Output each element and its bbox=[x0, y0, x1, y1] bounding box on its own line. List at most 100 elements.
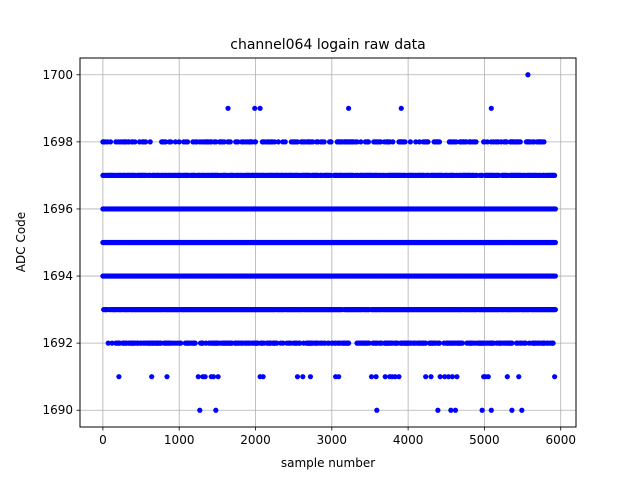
data-point bbox=[449, 374, 455, 380]
data-point bbox=[116, 374, 122, 380]
x-tick-label: 2000 bbox=[240, 433, 271, 447]
data-point bbox=[365, 139, 372, 145]
data-point bbox=[423, 374, 429, 380]
data-point bbox=[517, 139, 523, 145]
data-point bbox=[294, 374, 301, 380]
data-point bbox=[346, 105, 352, 111]
data-point bbox=[252, 139, 259, 145]
data-point bbox=[213, 139, 219, 145]
data-point bbox=[210, 374, 217, 380]
data-point bbox=[453, 139, 459, 145]
data-point bbox=[473, 139, 479, 145]
data-point bbox=[552, 374, 558, 380]
data-point bbox=[445, 374, 452, 380]
data-point bbox=[366, 340, 372, 346]
x-tick-label: 3000 bbox=[317, 433, 348, 447]
y-tick-label: 1692 bbox=[42, 336, 73, 350]
data-point bbox=[176, 139, 182, 145]
data-point bbox=[202, 374, 208, 380]
x-tick-label: 0 bbox=[99, 433, 107, 447]
data-point bbox=[378, 139, 384, 145]
data-point bbox=[519, 407, 525, 413]
data-point bbox=[310, 139, 316, 145]
data-point bbox=[274, 340, 280, 346]
y-axis-label: ADC Code bbox=[14, 212, 28, 272]
data-point bbox=[354, 139, 360, 145]
data-point bbox=[488, 407, 494, 413]
data-point bbox=[147, 139, 153, 145]
data-point bbox=[257, 105, 263, 111]
data-point bbox=[297, 340, 303, 346]
y-tick-label: 1694 bbox=[42, 269, 73, 283]
data-point bbox=[162, 139, 169, 145]
data-point bbox=[437, 374, 443, 380]
data-point bbox=[396, 374, 402, 380]
data-point bbox=[227, 139, 233, 145]
data-point bbox=[221, 139, 227, 145]
x-tick-label: 1000 bbox=[164, 433, 195, 447]
data-point bbox=[552, 306, 558, 313]
data-point bbox=[407, 139, 414, 145]
data-point bbox=[260, 374, 266, 380]
data-point bbox=[525, 72, 531, 78]
data-point bbox=[435, 407, 441, 413]
data-point bbox=[294, 139, 301, 145]
data-point bbox=[504, 374, 510, 380]
data-point bbox=[479, 407, 485, 413]
data-point bbox=[416, 139, 423, 145]
data-point bbox=[105, 340, 111, 346]
data-point bbox=[213, 407, 219, 413]
data-point bbox=[197, 407, 203, 413]
x-tick-label: 4000 bbox=[393, 433, 424, 447]
data-point bbox=[252, 105, 258, 111]
data-point bbox=[550, 340, 556, 346]
y-tick-label: 1698 bbox=[42, 135, 73, 149]
data-point bbox=[509, 340, 515, 346]
data-point bbox=[392, 374, 398, 380]
chart-title: channel064 logain raw data bbox=[230, 37, 425, 53]
data-point bbox=[552, 172, 558, 179]
x-axis-ticks: 0 1000 2000 3000 4000 5000 6000 bbox=[99, 427, 576, 447]
x-tick-label: 5000 bbox=[469, 433, 500, 447]
data-point bbox=[107, 139, 114, 145]
data-point bbox=[552, 273, 558, 279]
data-point bbox=[275, 139, 281, 145]
data-point bbox=[373, 374, 379, 380]
data-point bbox=[428, 374, 434, 380]
data-point bbox=[485, 374, 491, 380]
data-point bbox=[300, 374, 306, 380]
data-point bbox=[235, 139, 241, 145]
data-point bbox=[328, 139, 334, 145]
data-point bbox=[413, 139, 419, 145]
data-point bbox=[172, 139, 178, 145]
data-point bbox=[271, 139, 278, 145]
data-point bbox=[168, 139, 174, 145]
data-point bbox=[192, 340, 198, 346]
y-tick-label: 1700 bbox=[42, 68, 73, 82]
data-point bbox=[132, 139, 138, 145]
data-point bbox=[509, 407, 515, 413]
data-point bbox=[368, 374, 375, 380]
data-point bbox=[225, 105, 231, 111]
data-point bbox=[552, 239, 558, 246]
data-point bbox=[484, 139, 491, 145]
data-point bbox=[374, 407, 380, 413]
data-point bbox=[280, 340, 286, 346]
y-tick-label: 1690 bbox=[42, 403, 73, 417]
data-point bbox=[448, 407, 454, 413]
y-tick-label: 1696 bbox=[42, 202, 73, 216]
data-point bbox=[541, 139, 547, 145]
data-point bbox=[282, 139, 288, 145]
data-point bbox=[390, 139, 396, 145]
data-point bbox=[215, 374, 221, 380]
data-point bbox=[488, 105, 494, 111]
data-point bbox=[321, 139, 327, 145]
data-point bbox=[459, 340, 465, 346]
data-point bbox=[436, 139, 443, 145]
data-point bbox=[402, 139, 408, 145]
x-tick-label: 6000 bbox=[545, 433, 576, 447]
data-point bbox=[164, 374, 170, 380]
data-point bbox=[436, 340, 443, 346]
data-point bbox=[358, 139, 364, 145]
